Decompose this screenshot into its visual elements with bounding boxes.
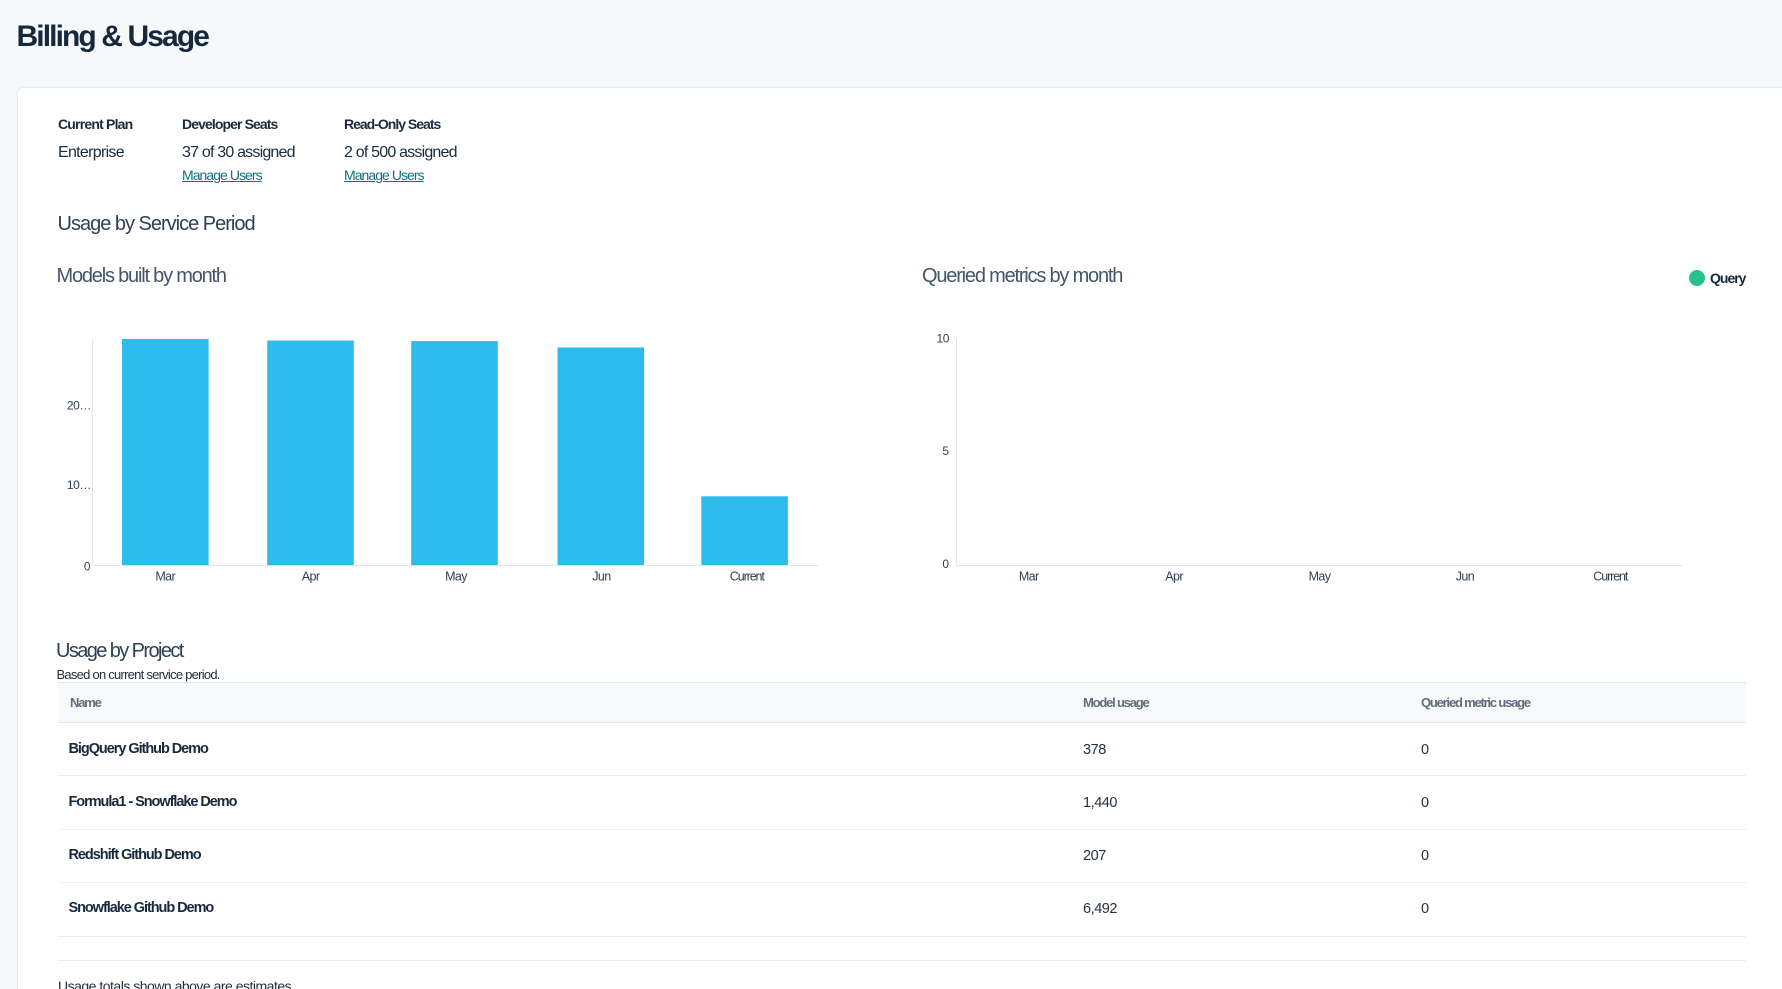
svg-text:May: May: [445, 569, 468, 583]
svg-text:Mar: Mar: [1019, 569, 1039, 583]
svg-text:Current: Current: [1593, 569, 1629, 583]
svg-text:10…: 10…: [67, 478, 91, 492]
svg-text:May: May: [1309, 569, 1332, 583]
svg-text:Jun: Jun: [592, 569, 611, 583]
svg-text:5: 5: [942, 444, 949, 458]
svg-text:20…: 20…: [67, 399, 91, 413]
svg-text:0: 0: [942, 557, 949, 571]
svg-text:Apr: Apr: [302, 569, 320, 583]
svg-text:Mar: Mar: [155, 569, 175, 583]
svg-text:Jun: Jun: [1456, 569, 1475, 583]
svg-text:Apr: Apr: [1165, 569, 1183, 583]
svg-text:10: 10: [936, 332, 949, 346]
svg-text:0: 0: [84, 560, 91, 574]
svg-text:Current: Current: [730, 569, 766, 583]
